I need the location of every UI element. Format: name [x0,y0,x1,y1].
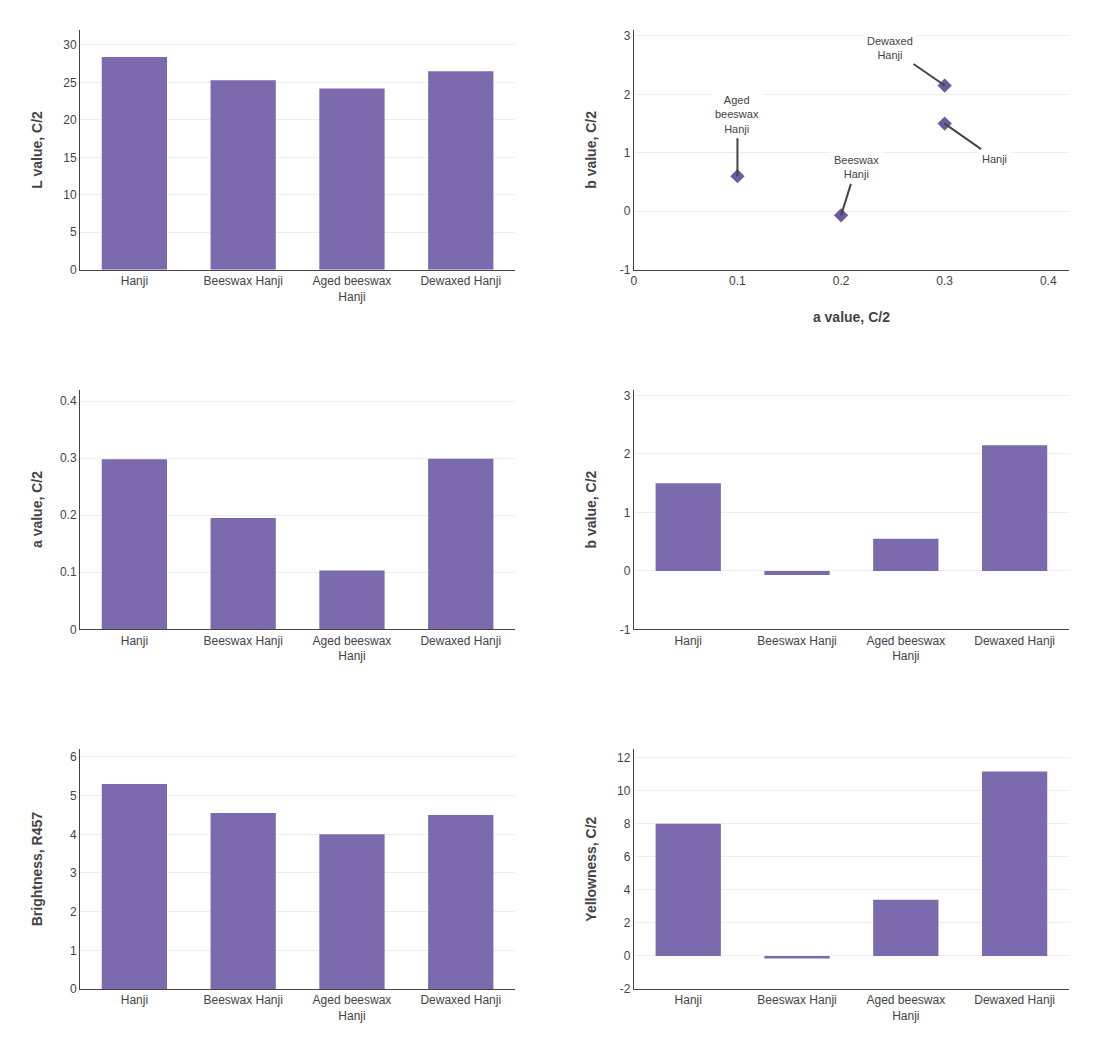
svg-text:0: 0 [630,274,637,288]
svg-text:a value, C/2: a value, C/2 [813,309,890,325]
svg-text:Beeswax Hanji: Beeswax Hanji [204,274,283,288]
svg-text:0.4: 0.4 [60,394,77,408]
svg-text:Hanji: Hanji [121,993,148,1007]
svg-text:3: 3 [70,866,77,880]
svg-text:0: 0 [624,949,631,963]
svg-text:Dewaxed Hanji: Dewaxed Hanji [974,993,1055,1007]
svg-text:20: 20 [63,113,77,127]
svg-text:5: 5 [70,225,77,239]
svg-text:0: 0 [70,623,77,637]
svg-text:0.3: 0.3 [936,274,953,288]
svg-text:a value, C/2: a value, C/2 [29,471,45,548]
svg-text:0.2: 0.2 [60,508,77,522]
svg-text:25: 25 [63,76,77,90]
svg-text:2: 2 [624,447,631,461]
svg-text:3: 3 [624,29,631,43]
svg-text:0: 0 [70,263,77,277]
svg-text:Aged beeswaxHanji: Aged beeswaxHanji [866,634,945,664]
svg-text:30: 30 [63,38,77,52]
svg-text:Brightness, R457: Brightness, R457 [29,812,45,927]
svg-text:12: 12 [617,751,631,765]
svg-text:1: 1 [624,146,631,160]
svg-text:Hanji: Hanji [675,634,702,648]
svg-text:L value, C/2: L value, C/2 [29,111,45,189]
svg-text:2: 2 [624,916,631,930]
svg-text:Beeswax Hanji: Beeswax Hanji [757,993,836,1007]
svg-text:Beeswax Hanji: Beeswax Hanji [204,993,283,1007]
svg-text:-2: -2 [620,982,631,996]
svg-text:8: 8 [624,817,631,831]
svg-text:Dewaxed Hanji: Dewaxed Hanji [420,993,501,1007]
svg-text:b value, C/2: b value, C/2 [583,111,599,189]
svg-text:Hanji: Hanji [675,993,702,1007]
svg-text:Hanji: Hanji [121,274,148,288]
svg-text:0: 0 [624,564,631,578]
svg-text:4: 4 [624,883,631,897]
svg-text:0.2: 0.2 [833,274,850,288]
svg-text:BeeswaxHanji: BeeswaxHanji [834,154,879,180]
svg-text:Beeswax Hanji: Beeswax Hanji [204,634,283,648]
svg-text:15: 15 [63,151,77,165]
svg-text:Aged beeswaxHanji: Aged beeswaxHanji [313,274,392,304]
svg-text:6: 6 [70,750,77,764]
svg-text:2: 2 [70,905,77,919]
svg-text:Dewaxed Hanji: Dewaxed Hanji [974,634,1055,648]
svg-text:0: 0 [70,982,77,996]
svg-text:Beeswax Hanji: Beeswax Hanji [757,634,836,648]
svg-text:2: 2 [624,88,631,102]
svg-text:Dewaxed Hanji: Dewaxed Hanji [420,634,501,648]
svg-text:0.1: 0.1 [729,274,746,288]
svg-text:1: 1 [70,944,77,958]
svg-text:Yellowness, C/2: Yellowness, C/2 [583,816,599,921]
svg-text:10: 10 [617,784,631,798]
svg-text:0.4: 0.4 [1040,274,1057,288]
svg-text:0.3: 0.3 [60,451,77,465]
svg-text:Aged beeswaxHanji: Aged beeswaxHanji [866,993,945,1023]
svg-text:5: 5 [70,789,77,803]
svg-text:4: 4 [70,828,77,842]
svg-text:-1: -1 [620,263,631,277]
svg-text:Hanji: Hanji [982,153,1007,165]
svg-text:-1: -1 [620,623,631,637]
svg-text:1: 1 [624,506,631,520]
svg-text:3: 3 [624,389,631,403]
svg-text:DewaxedHanji: DewaxedHanji [867,35,913,61]
svg-text:Aged beeswaxHanji: Aged beeswaxHanji [313,993,392,1023]
svg-text:b value, C/2: b value, C/2 [583,470,599,548]
svg-text:0.1: 0.1 [60,565,77,579]
svg-text:6: 6 [624,850,631,864]
svg-text:0: 0 [624,204,631,218]
svg-text:Dewaxed Hanji: Dewaxed Hanji [420,274,501,288]
svg-text:AgedbeeswaxHanji: AgedbeeswaxHanji [715,94,759,135]
svg-text:Aged beeswaxHanji: Aged beeswaxHanji [313,634,392,664]
svg-text:Hanji: Hanji [121,634,148,648]
svg-text:10: 10 [63,188,77,202]
